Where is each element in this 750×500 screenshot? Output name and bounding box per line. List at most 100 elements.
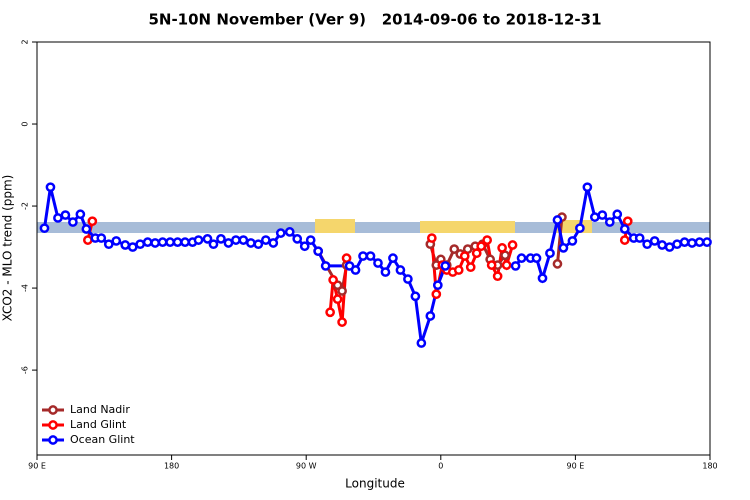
data-point [75, 209, 86, 220]
data-point [208, 239, 219, 250]
data-point [284, 227, 295, 237]
data-point [96, 233, 107, 243]
data-point [687, 238, 697, 248]
data-point [403, 274, 413, 284]
land-patch [315, 219, 355, 233]
land-patch [420, 221, 515, 233]
data-point [416, 338, 427, 348]
data-point [127, 242, 138, 252]
data-point [702, 237, 712, 247]
plot-frame [36, 41, 711, 456]
data-point [358, 251, 368, 261]
data-point [486, 260, 497, 270]
data-point [657, 240, 667, 250]
data-point [672, 239, 682, 250]
data-point [157, 237, 168, 247]
data-point [81, 224, 92, 234]
legend-marker [48, 420, 58, 430]
data-point [60, 210, 71, 220]
data-point [471, 248, 482, 259]
y-tick-label: 0 [21, 121, 30, 126]
data-point [172, 237, 183, 247]
data-point [679, 237, 690, 247]
surface-band [37, 219, 710, 233]
data-point [507, 240, 518, 250]
ocean-band [37, 222, 710, 233]
legend-marker [48, 435, 58, 445]
data-point [350, 265, 361, 275]
data-point [142, 237, 153, 247]
y-tick-label: -2 [21, 202, 30, 210]
data-point [216, 234, 226, 244]
x-tick-label: 0 [438, 462, 443, 471]
data-point [373, 258, 383, 268]
data-point [120, 240, 131, 250]
data-point [388, 253, 398, 263]
data-point [425, 311, 436, 321]
data-point [664, 242, 675, 252]
data-point [150, 238, 160, 248]
y-tick-label: 2 [21, 39, 30, 44]
data-point [619, 224, 630, 234]
data-point [649, 236, 660, 246]
data-point [253, 239, 264, 250]
data-point [223, 238, 234, 248]
data-point [325, 307, 335, 318]
data-point [552, 259, 563, 269]
data-point [482, 235, 493, 245]
y-tick-label: -4 [21, 284, 30, 292]
data-point [567, 236, 578, 246]
data-point [313, 246, 324, 257]
data-point [337, 286, 347, 296]
data-point [180, 237, 190, 247]
data-point [299, 241, 310, 252]
data-point [694, 237, 705, 247]
data-point [431, 289, 442, 300]
data-point [202, 234, 213, 244]
data-point [238, 235, 249, 245]
data-point [395, 265, 406, 275]
x-tick-label: 90 E [28, 462, 46, 471]
data-point [531, 253, 542, 263]
data-point [619, 235, 630, 245]
data-point [537, 273, 548, 284]
data-point [39, 223, 50, 234]
data-point [500, 250, 510, 261]
data-point [260, 235, 271, 245]
legend-marker [48, 405, 58, 415]
data-point [365, 251, 376, 261]
data-point [68, 217, 78, 227]
y-axis-label: XCO2 - MLO trend (ppm) [1, 175, 15, 322]
data-point [268, 238, 279, 248]
data-point [380, 267, 391, 277]
y-tick-label: -6 [21, 366, 30, 374]
data-point [305, 235, 316, 245]
data-point [53, 213, 63, 223]
data-point [332, 294, 343, 305]
data-point [501, 260, 512, 270]
data-point [87, 216, 98, 227]
data-point [440, 261, 451, 271]
data-point [328, 275, 338, 285]
data-point [82, 235, 93, 245]
data-point [432, 280, 443, 291]
data-point [476, 241, 487, 252]
data-point [545, 248, 555, 259]
x-axis-label: Longitude [345, 477, 405, 491]
data-point [231, 235, 241, 245]
data-point [612, 209, 623, 220]
data-point [459, 251, 470, 261]
data-point [575, 223, 585, 234]
x-tick-label: 180 [164, 462, 179, 471]
data-point [449, 244, 460, 254]
data-point [589, 212, 600, 222]
data-point [111, 236, 122, 246]
data-point [410, 291, 421, 302]
data-point [426, 233, 437, 243]
data-point [135, 239, 146, 250]
data-point [622, 216, 633, 227]
data-point [465, 262, 476, 273]
x-tick-label: 180 [702, 462, 717, 471]
